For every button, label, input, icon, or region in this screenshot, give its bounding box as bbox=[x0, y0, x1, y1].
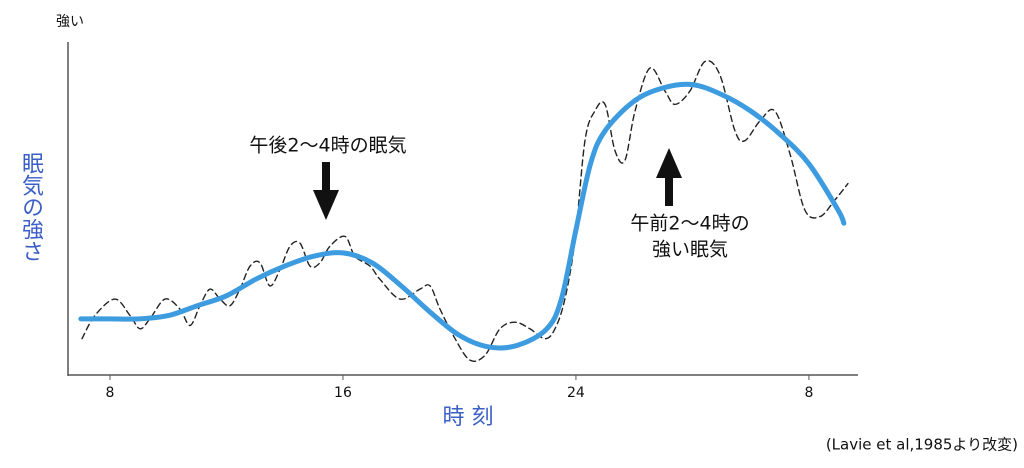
annotation: 午後2〜4時の眠気 bbox=[249, 135, 406, 157]
smooth-line bbox=[78, 81, 847, 351]
annotation: 強い眠気 bbox=[652, 239, 728, 261]
x-tick-label: 16 bbox=[334, 385, 352, 401]
x-tick-label: 8 bbox=[106, 385, 115, 401]
y-axis-label: 眠気の強さ bbox=[18, 152, 44, 262]
x-axis-label: 時 刻 bbox=[443, 405, 494, 430]
source-note: (Lavie et al,1985より改変) bbox=[826, 436, 1018, 454]
x-tick-label: 8 bbox=[804, 385, 813, 401]
y-top-label: 強い bbox=[56, 14, 84, 30]
arrow-up bbox=[656, 148, 682, 206]
dashed-line bbox=[81, 60, 849, 362]
annotation: 午前2〜4時の bbox=[630, 213, 749, 235]
arrow-down bbox=[313, 162, 339, 220]
x-tick-label: 24 bbox=[567, 385, 585, 401]
